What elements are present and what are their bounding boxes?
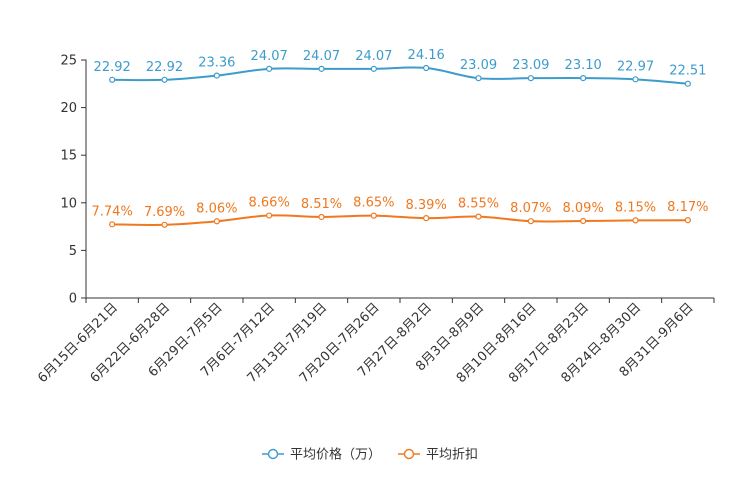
series-line-1 — [112, 214, 688, 226]
data-point — [684, 80, 691, 87]
data-label: 8.17% — [667, 200, 708, 215]
data-label: 22.92 — [146, 60, 183, 75]
data-label: 23.09 — [512, 58, 549, 73]
data-label: 8.65% — [353, 196, 394, 211]
data-point — [161, 76, 168, 83]
data-point — [318, 65, 325, 72]
y-tick-label: 20 — [60, 101, 77, 116]
data-point — [266, 212, 273, 219]
data-label: 8.07% — [510, 201, 551, 216]
data-point — [370, 212, 377, 219]
data-point — [527, 75, 534, 82]
data-point — [580, 74, 587, 82]
data-point — [318, 213, 325, 221]
data-label: 8.39% — [406, 198, 447, 213]
data-point — [527, 218, 534, 225]
data-label: 23.36 — [198, 56, 235, 71]
data-label: 24.16 — [408, 48, 445, 63]
data-point — [423, 64, 430, 72]
data-label: 23.10 — [565, 58, 602, 73]
data-label: 8.55% — [458, 197, 499, 212]
data-point — [423, 215, 430, 222]
data-label: 8.51% — [301, 197, 342, 212]
data-label: 7.74% — [92, 204, 133, 219]
y-tick-label: 15 — [60, 149, 77, 164]
data-point — [632, 76, 639, 83]
data-point — [370, 65, 377, 72]
data-point — [475, 213, 482, 220]
legend-marker-circle — [267, 448, 279, 460]
y-tick-label: 25 — [60, 54, 77, 69]
data-point — [213, 218, 220, 225]
series-line-0 — [112, 66, 688, 85]
data-point — [475, 75, 482, 82]
data-label: 24.07 — [251, 49, 288, 64]
data-label: 8.66% — [249, 196, 290, 211]
data-label: 22.92 — [94, 60, 131, 75]
data-point — [580, 217, 587, 225]
data-label: 23.09 — [460, 58, 497, 73]
data-label: 8.06% — [196, 201, 237, 216]
data-point — [266, 65, 273, 72]
data-label: 24.07 — [303, 49, 340, 64]
data-label: 24.07 — [355, 49, 392, 64]
legend-label-1: 平均折扣 — [426, 448, 478, 463]
data-label: 7.69% — [144, 205, 185, 220]
legend-marker-circle — [403, 448, 415, 460]
data-point — [109, 221, 116, 228]
data-point — [161, 221, 168, 228]
data-label: 8.15% — [615, 200, 656, 215]
data-label: 22.97 — [617, 59, 654, 74]
data-point — [632, 217, 639, 224]
y-tick-label: 5 — [69, 244, 77, 259]
data-point — [684, 217, 691, 224]
data-label: 22.51 — [669, 64, 706, 79]
data-point — [213, 72, 220, 79]
y-tick-label: 10 — [60, 196, 77, 211]
data-point — [109, 76, 116, 83]
data-label: 8.09% — [563, 201, 604, 216]
y-tick-label: 0 — [69, 292, 77, 307]
legend-label-0: 平均价格（万） — [290, 447, 381, 463]
